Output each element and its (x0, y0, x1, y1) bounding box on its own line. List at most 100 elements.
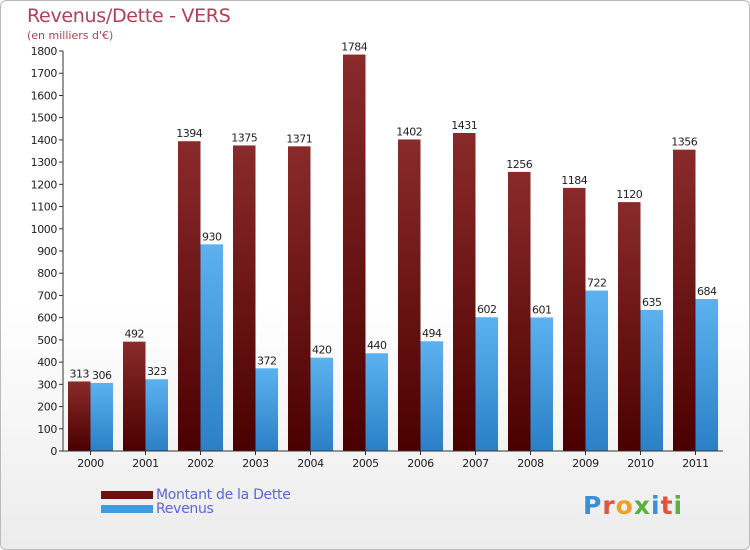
label-dette-2009: 1184 (561, 174, 587, 187)
bars (68, 54, 718, 452)
bar-dette-2010 (618, 202, 641, 451)
y-tick-label: 200 (37, 401, 57, 414)
label-dette-2005: 1784 (341, 41, 367, 54)
legend-label-revenus: Revenus (156, 501, 214, 517)
bar-revenus-2005 (365, 353, 388, 451)
y-tick-label: 1400 (31, 134, 58, 147)
legend-label-debt: Montant de la Dette (156, 487, 291, 503)
x-tick-label: 2004 (297, 457, 324, 470)
logo-letter: r (602, 491, 616, 520)
y-tick-label: 1800 (31, 45, 58, 58)
x-tick-label: 2008 (517, 457, 544, 470)
y-tick-label: 1500 (31, 112, 58, 125)
label-revenus-2009: 722 (587, 277, 607, 290)
chart-title: Revenus/Dette - VERS (27, 5, 231, 27)
logo-letter: o (615, 491, 634, 520)
bar-revenus-2010 (640, 309, 663, 451)
bar-revenus-2003 (255, 368, 278, 451)
label-dette-2003: 1375 (231, 131, 257, 144)
bar-revenus-2004 (310, 357, 333, 451)
y-tick-label: 600 (37, 312, 57, 325)
bar-dette-2000 (68, 381, 91, 451)
y-tick-label: 100 (37, 423, 57, 436)
label-revenus-2005: 440 (367, 339, 387, 352)
y-tick-label: 400 (37, 356, 57, 369)
bar-revenus-2000 (90, 383, 113, 451)
label-dette-2007: 1431 (451, 119, 477, 132)
proxiti-logo: Proxiti (583, 491, 683, 520)
label-dette-2000: 313 (70, 367, 90, 380)
y-tick-label: 800 (37, 267, 57, 280)
bar-dette-2006 (398, 139, 421, 451)
x-tick-label: 2002 (187, 457, 213, 470)
x-axis: 2000 2001 2002 2003 2004 2005 2006 2007 2008 2009… (77, 451, 709, 470)
bar-dette-2003 (233, 145, 256, 451)
bar-dette-2008 (508, 171, 531, 451)
label-dette-2001: 492 (125, 328, 145, 341)
y-tick-label: 900 (37, 245, 57, 258)
bar-revenus-2009 (585, 290, 608, 451)
legend-item-revenus: Revenus (101, 501, 214, 517)
label-revenus-2011: 684 (697, 285, 717, 298)
label-dette-2011: 1356 (671, 136, 697, 149)
label-revenus-2003: 372 (257, 354, 277, 367)
logo-letter: i (673, 491, 684, 520)
y-tick-label: 500 (37, 334, 57, 347)
bar-dette-2009 (563, 187, 586, 451)
x-tick-label: 2000 (77, 457, 104, 470)
bar-revenus-2001 (145, 379, 168, 451)
logo-letter: t (660, 491, 674, 520)
bar-dette-2011 (673, 149, 696, 451)
bar-revenus-2002 (200, 244, 223, 451)
x-tick-label: 2001 (132, 457, 158, 470)
label-revenus-2002: 930 (202, 230, 222, 243)
bar-dette-2005 (343, 54, 366, 452)
x-tick-label: 2005 (352, 457, 379, 470)
x-tick-label: 2003 (242, 457, 269, 470)
x-tick-label: 2009 (572, 457, 599, 470)
legend-item-debt: Montant de la Dette (101, 487, 291, 503)
bar-revenus-2011 (695, 299, 718, 451)
y-tick-label: 1000 (31, 223, 58, 236)
label-dette-2010: 1120 (616, 188, 642, 201)
label-revenus-2004: 420 (312, 344, 332, 357)
label-dette-2002: 1394 (176, 127, 202, 140)
label-dette-2006: 1402 (396, 125, 422, 138)
label-revenus-2006: 494 (422, 327, 442, 340)
legend-swatch-revenus (101, 505, 153, 513)
y-tick-label: 1600 (31, 89, 58, 102)
label-dette-2008: 1256 (506, 158, 532, 171)
label-revenus-2007: 602 (477, 303, 497, 316)
y-tick-label: 1100 (31, 201, 58, 214)
bar-revenus-2008 (530, 317, 553, 451)
logo-letter: i (651, 491, 661, 520)
logo-letter: P (583, 491, 603, 520)
y-tick-label: 300 (37, 378, 57, 391)
label-revenus-2000: 306 (92, 369, 112, 382)
y-tick-label: 1700 (31, 67, 58, 80)
x-tick-label: 2010 (627, 457, 654, 470)
y-tick-label: 1300 (31, 156, 58, 169)
x-tick-label: 2007 (462, 457, 489, 470)
bar-revenus-2006 (420, 341, 443, 451)
y-tick-label: 0 (50, 445, 57, 458)
legend-swatch-debt (101, 491, 153, 499)
bar-dette-2001 (123, 341, 146, 451)
x-tick-label: 2011 (682, 457, 708, 470)
label-revenus-2001: 323 (147, 365, 167, 378)
y-tick-label: 1200 (31, 178, 58, 191)
label-dette-2004: 1371 (286, 132, 312, 145)
logo-letter: x (633, 491, 651, 520)
y-tick-label: 700 (37, 289, 57, 302)
label-revenus-2008: 601 (532, 303, 552, 316)
bar-dette-2007 (453, 133, 476, 451)
label-revenus-2010: 635 (642, 296, 662, 309)
bar-value-labels: 313 306 492 323 1394 930 1375 372 1371 420 1784 440… (70, 41, 718, 382)
chart-subtitle: (en milliers d'€) (27, 29, 114, 42)
bar-dette-2002 (178, 141, 201, 451)
bar-dette-2004 (288, 146, 311, 452)
bar-revenus-2007 (475, 317, 498, 451)
y-axis: 0 100 200 300 400 500 600 700 800 900 1000 1100 1200… (31, 45, 63, 458)
